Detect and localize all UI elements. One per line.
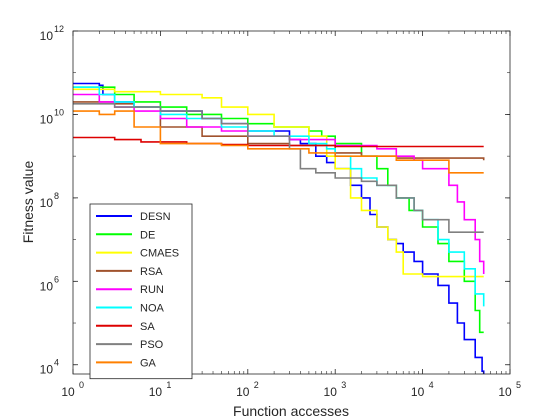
series-line-pso <box>73 103 484 233</box>
x-tick-label-exponent: 1 <box>166 380 171 390</box>
series-layer <box>73 82 485 374</box>
legend-label-noa: NOA <box>140 303 165 315</box>
y-tick-label-exponent: 10 <box>54 107 64 117</box>
legend: DESN DE CMAES RSA RUN NOA SA PSO GA <box>89 203 193 380</box>
x-tick-label-exponent: 3 <box>341 380 346 390</box>
y-tick-label: 10 <box>40 196 54 210</box>
series-line-ga <box>73 110 484 174</box>
legend-label-ga: GA <box>140 357 157 369</box>
x-tick-label: 10 <box>411 385 425 399</box>
y-tick-label: 10 <box>40 112 54 126</box>
y-tick-label-exponent: 4 <box>54 358 59 368</box>
legend-label-cmaes: CMAES <box>140 248 179 260</box>
legend-label-de: DE <box>140 229 155 241</box>
x-tick-label: 10 <box>149 385 163 399</box>
legend-label-sa: SA <box>140 321 155 333</box>
legend-label-pso: PSO <box>140 339 164 351</box>
y-tick-label: 10 <box>40 29 54 43</box>
x-axis-label: Function accesses <box>233 403 349 419</box>
y-tick-label: 10 <box>40 363 54 377</box>
y-tick-label-exponent: 8 <box>54 191 59 201</box>
legend-label-run: RUN <box>140 284 164 296</box>
x-tick-label-exponent: 2 <box>254 380 259 390</box>
x-tick-label-exponent: 5 <box>516 380 521 390</box>
series-line-de <box>73 86 484 334</box>
series-line-run <box>73 93 485 274</box>
y-tick-label: 10 <box>40 279 54 293</box>
y-axis-label: Fitness value <box>20 161 36 244</box>
x-tick-label-exponent: 0 <box>79 380 84 390</box>
y-tick-label-exponent: 6 <box>54 274 59 284</box>
x-tick-label: 10 <box>236 385 250 399</box>
legend-label-rsa: RSA <box>140 266 163 278</box>
x-tick-label: 10 <box>61 385 75 399</box>
x-tick-label: 10 <box>324 385 338 399</box>
series-line-cmaes <box>73 88 484 278</box>
axes-frame <box>72 30 511 375</box>
x-tick-label-exponent: 4 <box>429 380 434 390</box>
y-tick-label-exponent: 12 <box>54 24 64 34</box>
x-tick-label: 10 <box>498 385 512 399</box>
legend-box <box>89 203 193 380</box>
legend-label-desn: DESN <box>140 211 171 223</box>
